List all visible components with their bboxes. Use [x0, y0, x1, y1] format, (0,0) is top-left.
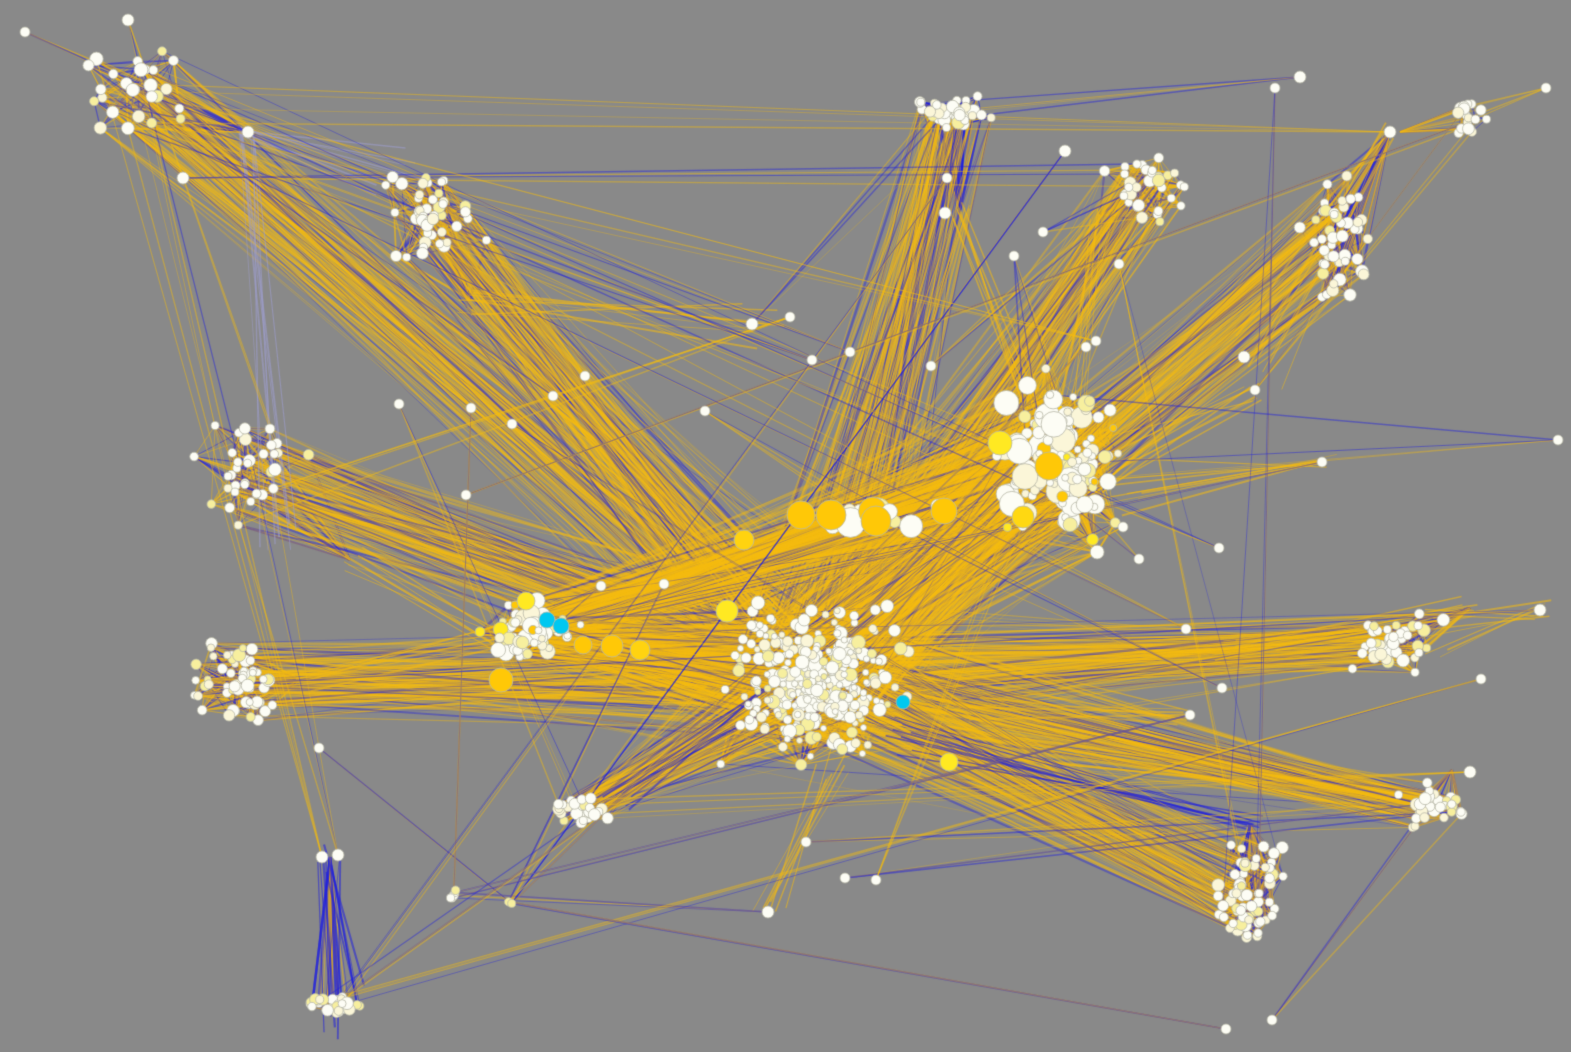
network-graph-canvas[interactable]: [0, 0, 1571, 1052]
network-graph-view[interactable]: [0, 0, 1571, 1052]
